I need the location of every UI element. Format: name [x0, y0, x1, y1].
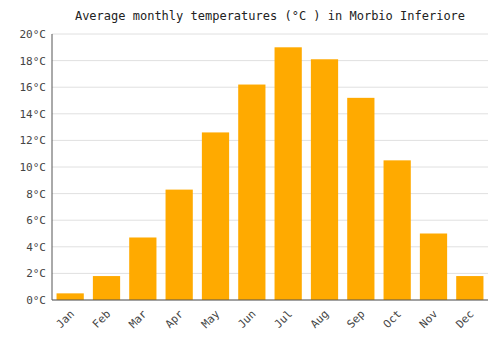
bar [202, 132, 229, 300]
bar [93, 276, 120, 300]
grid-line [52, 113, 488, 114]
x-tick-label: Feb [90, 308, 113, 331]
grid-line [52, 60, 488, 61]
grid [52, 34, 488, 300]
x-tick-label: Mar [126, 307, 150, 331]
y-tick-label: 4°C [26, 241, 46, 254]
y-tick-label: 6°C [26, 214, 46, 227]
bar [420, 234, 447, 301]
x-axis-line [52, 300, 488, 301]
y-axis-line [52, 34, 53, 300]
x-tick-label: Oct [381, 308, 404, 331]
bars [57, 47, 484, 300]
x-tick-label: Jul [272, 308, 295, 331]
y-tick-label: 16°C [20, 81, 47, 94]
grid-line [52, 140, 488, 141]
bar [166, 190, 193, 300]
y-tick-label: 0°C [26, 294, 46, 307]
x-tick-label: Aug [308, 308, 331, 331]
bar [57, 293, 84, 300]
grid-line [52, 34, 488, 35]
title: Average monthly temperatures (°C ) in Mo… [75, 9, 465, 23]
y-tick-label: 18°C [20, 55, 47, 68]
bar [275, 47, 302, 300]
y-tick-label: 20°C [20, 28, 47, 41]
bar [384, 160, 411, 300]
chart: Average monthly temperatures (°C ) in Mo… [0, 0, 500, 350]
x-tick-label: Sep [344, 308, 367, 331]
y-tick-label: 2°C [26, 267, 46, 280]
x-axis: Jan Feb Mar Apr May Jun Jul Aug Sep Oct Nov Dec [54, 307, 477, 331]
x-tick-label: Nov [417, 307, 441, 331]
x-tick-label: Dec [453, 308, 476, 331]
grid-line [52, 87, 488, 88]
bar [456, 276, 483, 300]
grid-line [52, 193, 488, 194]
x-tick-label: Apr [163, 307, 187, 331]
grid-line [52, 220, 488, 221]
bar [238, 85, 265, 300]
bar [347, 98, 374, 300]
y-tick-label: 14°C [20, 108, 47, 121]
bar [311, 59, 338, 300]
y-tick-label: 12°C [20, 134, 47, 147]
y-tick-label: 8°C [26, 188, 46, 201]
y-axis: 0°C 2°C 4°C 6°C 8°C 10°C 12°C 14°C 16°C 18°C 20°C [20, 28, 47, 307]
grid-line [52, 300, 488, 301]
x-tick-label: Jan [54, 308, 77, 331]
y-tick-label: 10°C [20, 161, 47, 174]
grid-line [52, 167, 488, 168]
chart-container: Average monthly temperatures (°C ) in Mo… [0, 0, 500, 350]
x-tick-label: Jun [235, 308, 258, 331]
bar [129, 237, 156, 300]
x-tick-label: May [199, 307, 223, 331]
